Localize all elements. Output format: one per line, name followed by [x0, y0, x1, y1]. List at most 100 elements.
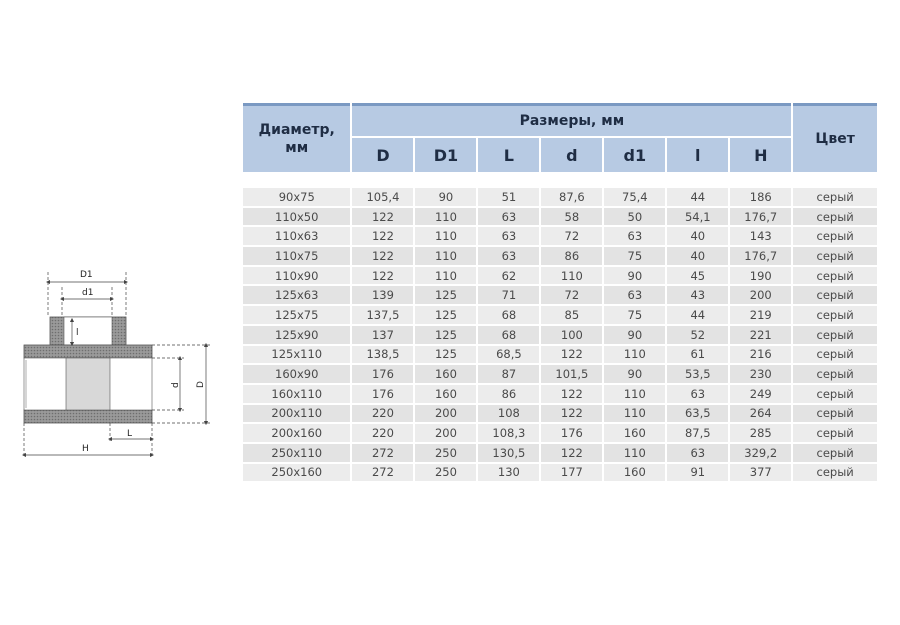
table-cell: 72: [541, 227, 603, 246]
table-cell: 216: [730, 345, 792, 364]
table-cell: 54,1: [667, 207, 729, 226]
table-cell: 61: [667, 345, 729, 364]
table-cell: 220: [352, 404, 414, 423]
table-cell: 87: [478, 365, 540, 383]
table-cell: 122: [352, 227, 414, 246]
table-cell: 176,7: [730, 247, 792, 265]
table-cell: 44: [667, 306, 729, 324]
table-cell: серый: [793, 365, 877, 383]
table-cell: 43: [667, 286, 729, 305]
table-cell: серый: [793, 247, 877, 265]
table-cell: 125: [415, 286, 477, 305]
col-d1: d1: [604, 138, 666, 172]
table-row: 250x160 272 250 130 177 160 91 377 серый: [243, 463, 877, 482]
table-cell: 137,5: [352, 306, 414, 324]
label-L: L: [127, 429, 132, 439]
table-cell: 122: [352, 266, 414, 285]
table-cell: 138,5: [352, 345, 414, 364]
table-cell: 63: [667, 384, 729, 403]
table-row: 125x90 137 125 68 100 90 52 221 серый: [243, 325, 877, 344]
table-cell: 90: [415, 188, 477, 206]
table-cell: 122: [541, 345, 603, 364]
table-cell: 63: [478, 227, 540, 246]
table-cell: 110: [604, 404, 666, 423]
table-row: 160x90 176 160 87 101,5 90 53,5 230 серый: [243, 365, 877, 383]
table-cell: 108,3: [478, 424, 540, 442]
table-cell: серый: [793, 443, 877, 462]
table-cell: 86: [478, 384, 540, 403]
diameter-header: Диаметр, мм: [243, 103, 351, 172]
label-H: H: [82, 444, 89, 454]
table-cell: 122: [352, 247, 414, 265]
tee-fitting-drawing: D1 d1 l d D L H: [21, 270, 210, 458]
table-cell: серый: [793, 286, 877, 305]
table-cell: 176: [541, 424, 603, 442]
table-cell: серый: [793, 306, 877, 324]
table-cell: 250: [415, 463, 477, 482]
table-cell: 125: [415, 345, 477, 364]
table-cell: 122: [352, 207, 414, 226]
table-cell: 110x90: [243, 266, 351, 285]
table-cell: 160: [604, 463, 666, 482]
table-row: 160x110 176 160 86 122 110 63 249 серый: [243, 384, 877, 403]
table-cell: 329,2: [730, 443, 792, 462]
table-cell: 63: [604, 286, 666, 305]
table-row: 200x110 220 200 108 122 110 63,5 264 серый: [243, 404, 877, 423]
table-cell: 110: [415, 266, 477, 285]
table-cell: 110: [541, 266, 603, 285]
table-cell: 122: [541, 384, 603, 403]
table-cell: 50: [604, 207, 666, 226]
table-cell: 68,5: [478, 345, 540, 364]
col-l: l: [667, 138, 729, 172]
table-cell: 130,5: [478, 443, 540, 462]
table-cell: серый: [793, 227, 877, 246]
table-cell: 249: [730, 384, 792, 403]
table-cell: 100: [541, 325, 603, 344]
table-row: 90x75 105,4 90 51 87,6 75,4 44 186 серый: [243, 188, 877, 206]
table-cell: 160: [604, 424, 666, 442]
table-cell: 90: [604, 325, 666, 344]
table-cell: 200: [415, 424, 477, 442]
col-L: L: [478, 138, 540, 172]
table-cell: 125x90: [243, 325, 351, 344]
table-cell: 110: [415, 207, 477, 226]
table-cell: 75,4: [604, 188, 666, 206]
table-cell: 101,5: [541, 365, 603, 383]
col-d: d: [541, 138, 603, 172]
table-row: 125x110 138,5 125 68,5 122 110 61 216 серый: [243, 345, 877, 364]
table-cell: 250x110: [243, 443, 351, 462]
table-cell: серый: [793, 404, 877, 423]
table-cell: 250: [415, 443, 477, 462]
table-cell: 264: [730, 404, 792, 423]
table-cell: 272: [352, 463, 414, 482]
table-row: 110x63 122 110 63 72 63 40 143 серый: [243, 227, 877, 246]
label-d: d: [171, 382, 181, 388]
table-cell: 160: [415, 384, 477, 403]
table-cell: 45: [667, 266, 729, 285]
label-d1: d1: [82, 288, 93, 298]
table-cell: серый: [793, 424, 877, 442]
col-H: H: [730, 138, 792, 172]
table-cell: 90: [604, 266, 666, 285]
table-cell: серый: [793, 463, 877, 482]
table-cell: 91: [667, 463, 729, 482]
table-cell: серый: [793, 384, 877, 403]
table-row: 250x110 272 250 130,5 122 110 63 329,2 серый: [243, 443, 877, 462]
label-D1: D1: [80, 270, 93, 280]
table-cell: 285: [730, 424, 792, 442]
table-cell: серый: [793, 325, 877, 344]
table-cell: 110: [604, 443, 666, 462]
table-cell: 160x90: [243, 365, 351, 383]
table-cell: 90: [604, 365, 666, 383]
table-cell: 160: [415, 365, 477, 383]
table-cell: 63: [478, 247, 540, 265]
table-row: 125x63 139 125 71 72 63 43 200 серый: [243, 286, 877, 305]
label-l: l: [76, 328, 79, 338]
table-cell: 250x160: [243, 463, 351, 482]
table-cell: 160x110: [243, 384, 351, 403]
table-row: 110x50 122 110 63 58 50 54,1 176,7 серый: [243, 207, 877, 226]
table-cell: 68: [478, 306, 540, 324]
table-cell: 200: [415, 404, 477, 423]
table-cell: 58: [541, 207, 603, 226]
table-cell: 40: [667, 227, 729, 246]
